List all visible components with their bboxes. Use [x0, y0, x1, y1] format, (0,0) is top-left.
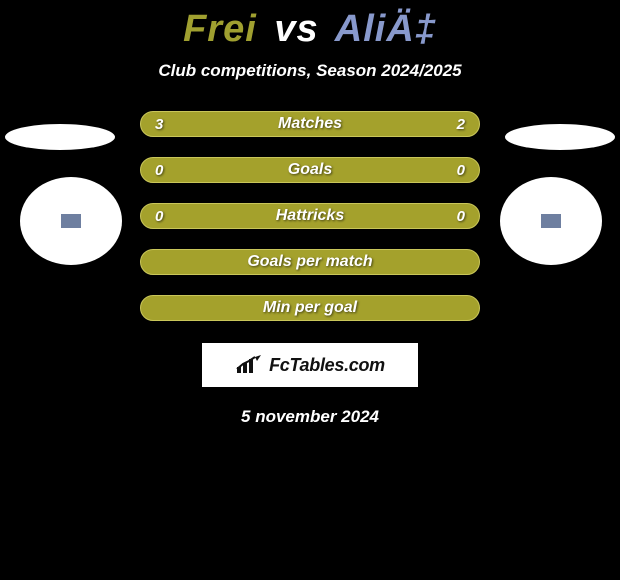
date-text: 5 november 2024	[0, 407, 620, 427]
left-team-badge	[20, 177, 122, 265]
chart-icon	[235, 355, 263, 375]
stat-right-value: 0	[457, 162, 465, 179]
stat-label: Goals	[288, 161, 332, 179]
stat-left-value: 0	[155, 162, 163, 179]
stat-right-value: 0	[457, 208, 465, 225]
left-team-ellipse	[5, 124, 115, 150]
stat-row-min-per-goal: Min per goal	[140, 295, 480, 321]
stat-label: Matches	[278, 115, 342, 133]
right-team-ellipse	[505, 124, 615, 150]
title-vs: vs	[274, 8, 318, 50]
title-player1: Frei	[183, 8, 257, 50]
stat-right-value: 2	[457, 116, 465, 133]
stat-row-goals-per-match: Goals per match	[140, 249, 480, 275]
stat-row-goals: 0 Goals 0	[140, 157, 480, 183]
stat-row-matches: 3 Matches 2	[140, 111, 480, 137]
stat-label: Goals per match	[247, 253, 372, 271]
title-player2: AliÄ‡	[335, 8, 437, 50]
stat-left-value: 3	[155, 116, 163, 133]
stat-left-value: 0	[155, 208, 163, 225]
placeholder-icon	[61, 214, 81, 228]
subtitle: Club competitions, Season 2024/2025	[0, 61, 620, 81]
stat-label: Hattricks	[276, 207, 344, 225]
stat-label: Min per goal	[263, 299, 357, 317]
page-title: Frei vs AliÄ‡	[0, 0, 620, 51]
brand-text: FcTables.com	[269, 355, 385, 376]
right-team-badge	[500, 177, 602, 265]
stat-row-hattricks: 0 Hattricks 0	[140, 203, 480, 229]
brand-box[interactable]: FcTables.com	[202, 343, 418, 387]
placeholder-icon	[541, 214, 561, 228]
